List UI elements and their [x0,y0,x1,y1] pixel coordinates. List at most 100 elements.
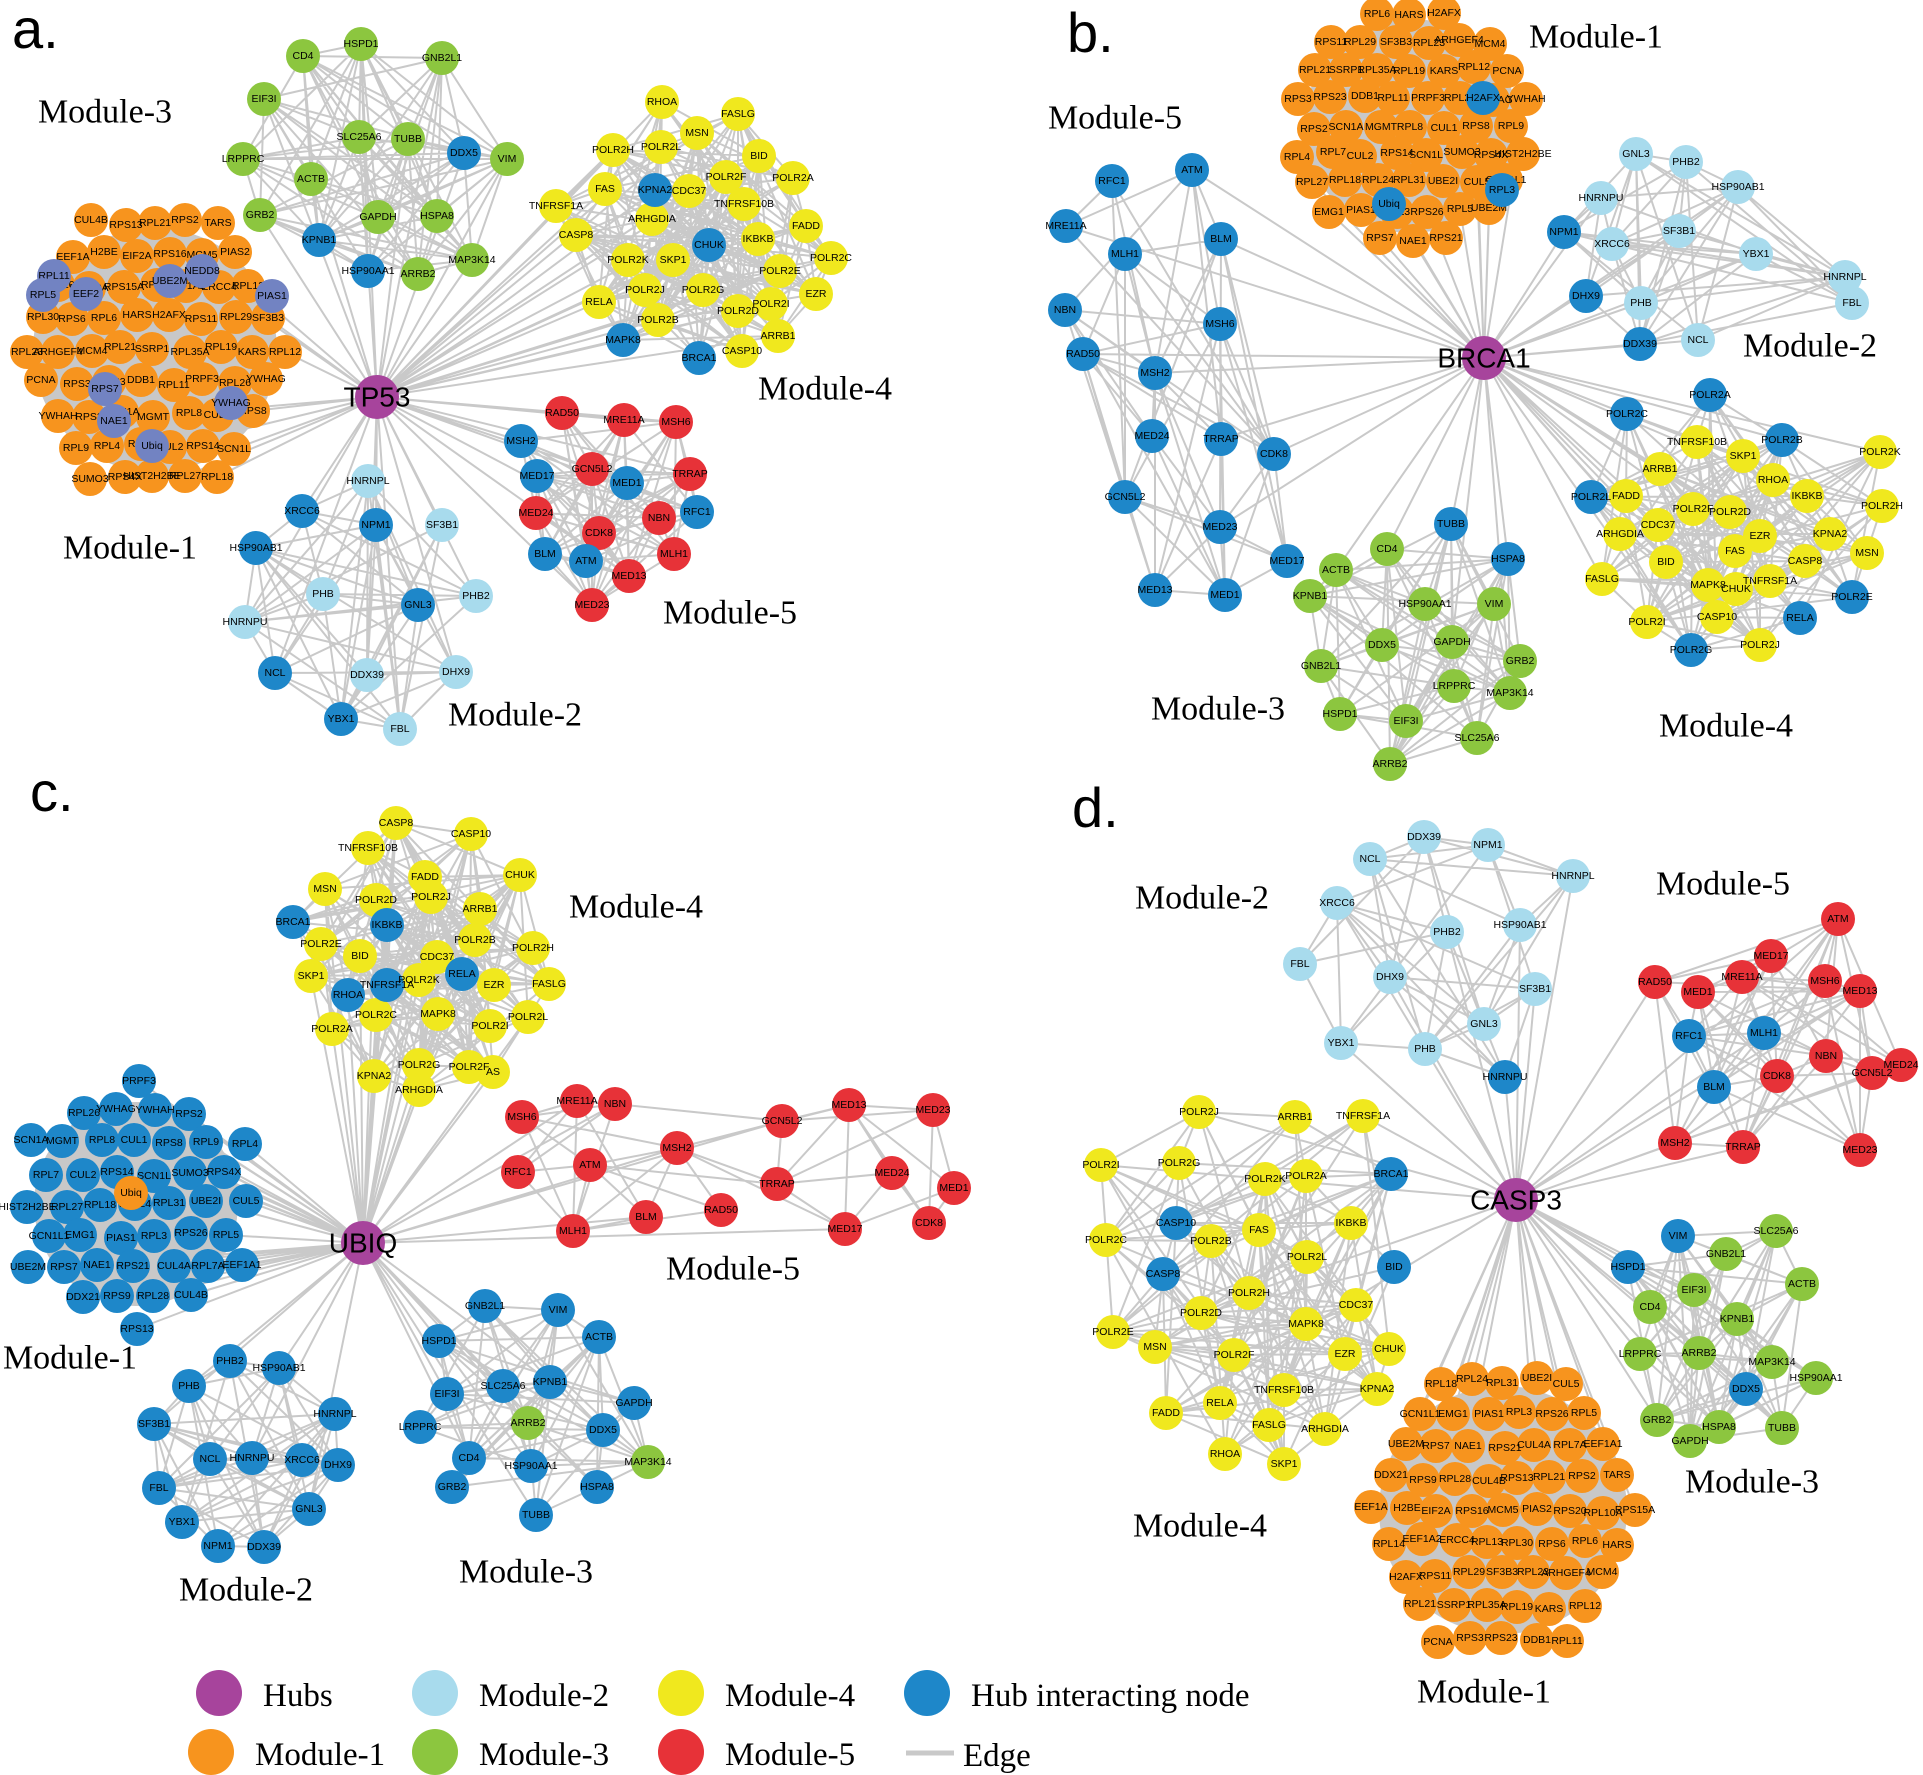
svg-text:HNRNPL: HNRNPL [346,475,389,487]
svg-text:UBE2I: UBE2I [1522,1372,1552,1384]
svg-text:POLR2G: POLR2G [398,1059,441,1071]
svg-text:GRB2: GRB2 [1643,1414,1672,1426]
svg-text:POLR2F: POLR2F [1673,503,1714,515]
svg-text:DDB1: DDB1 [1351,90,1379,102]
svg-text:SF3B1: SF3B1 [138,1418,170,1430]
svg-text:SUMO3: SUMO3 [71,473,109,485]
svg-text:EMG1: EMG1 [1314,206,1344,218]
svg-text:TUBB: TUBB [394,133,422,145]
svg-text:RPL23: RPL23 [11,346,43,358]
svg-text:RELA: RELA [1786,612,1813,624]
svg-text:DDB1: DDB1 [127,374,155,386]
svg-text:TNFRSF1A: TNFRSF1A [1336,1110,1390,1122]
svg-text:POLR2K: POLR2K [398,974,439,986]
svg-text:EMG1: EMG1 [1438,1408,1468,1420]
svg-text:RFC1: RFC1 [504,1166,532,1178]
svg-text:XRCC6: XRCC6 [284,505,320,517]
svg-text:TARS: TARS [1603,1469,1630,1481]
svg-text:CUL5: CUL5 [1553,1378,1580,1390]
svg-text:EZR: EZR [806,288,827,300]
svg-text:RPL4: RPL4 [94,440,120,452]
svg-text:Ubiq: Ubiq [141,440,163,452]
svg-text:YWHAG: YWHAG [211,397,251,409]
svg-text:KARS: KARS [1535,1603,1564,1615]
svg-text:c.: c. [30,760,74,823]
svg-text:HNRNPL: HNRNPL [313,1408,356,1420]
svg-text:MED17: MED17 [519,470,554,482]
svg-text:GCN5L2: GCN5L2 [762,1115,803,1127]
svg-text:RPL8: RPL8 [89,1134,115,1146]
svg-text:RPL28: RPL28 [1439,1473,1471,1485]
svg-text:RPL35A: RPL35A [1467,1599,1506,1611]
svg-text:RAD50: RAD50 [704,1204,738,1216]
svg-text:RPS23: RPS23 [1313,91,1346,103]
svg-text:SSRP1: SSRP1 [1437,1599,1472,1611]
svg-text:Module-5: Module-5 [666,1251,800,1288]
svg-text:MSH6: MSH6 [661,416,690,428]
svg-text:DDX39: DDX39 [350,669,384,681]
svg-text:HNRNPL: HNRNPL [1823,271,1866,283]
svg-text:CUL2: CUL2 [70,1169,97,1181]
svg-text:RPL29: RPL29 [1453,1566,1485,1578]
svg-text:DDX39: DDX39 [247,1541,281,1553]
svg-text:NPM1: NPM1 [203,1540,232,1552]
svg-text:SCN1A: SCN1A [13,1134,48,1146]
svg-text:PHB: PHB [1630,297,1652,309]
svg-text:MRE11A: MRE11A [1045,220,1086,232]
svg-text:EIF2A: EIF2A [122,250,151,262]
svg-text:POLR2A: POLR2A [311,1023,352,1035]
svg-text:VIM: VIM [1485,598,1504,610]
svg-text:FASLG: FASLG [721,108,755,120]
svg-text:GNL3: GNL3 [295,1503,323,1515]
svg-text:RPS8: RPS8 [1462,120,1490,132]
svg-text:RPL5: RPL5 [1447,203,1473,215]
svg-text:DHX9: DHX9 [324,1459,352,1471]
svg-text:RPL18: RPL18 [1329,174,1361,186]
svg-text:HARS: HARS [1394,9,1423,21]
svg-text:KPNA2: KPNA2 [638,184,673,196]
svg-text:POLR2G: POLR2G [1158,1157,1201,1169]
svg-text:ATM: ATM [1181,164,1202,176]
svg-text:GNB2L1: GNB2L1 [1706,1248,1746,1260]
svg-text:Module-2: Module-2 [479,1678,609,1714]
svg-text:POLR2J: POLR2J [1179,1106,1219,1118]
svg-text:RPS2: RPS2 [175,1108,203,1120]
svg-text:HARS: HARS [1602,1539,1631,1551]
svg-text:CUL2: CUL2 [1347,150,1374,162]
svg-text:DHX9: DHX9 [1376,971,1404,983]
svg-text:RPS3: RPS3 [63,378,91,390]
svg-text:PHB2: PHB2 [462,590,490,602]
svg-text:RPL29: RPL29 [1344,36,1376,48]
svg-text:PRPF3: PRPF3 [185,373,219,385]
svg-text:PIAS1: PIAS1 [1474,1408,1504,1420]
svg-text:YBX1: YBX1 [1743,248,1770,260]
svg-text:RPL18: RPL18 [1425,1378,1457,1390]
svg-text:RPL19: RPL19 [1393,65,1425,77]
svg-text:CUL1: CUL1 [1431,122,1458,134]
svg-text:EEF1A1: EEF1A1 [222,1259,261,1271]
svg-text:FAS: FAS [1725,545,1745,557]
svg-text:RPL7: RPL7 [33,1169,59,1181]
svg-text:VIM: VIM [549,1304,568,1316]
svg-text:CASP10: CASP10 [1697,611,1737,623]
svg-text:CHUK: CHUK [1374,1343,1404,1355]
svg-text:RPL18: RPL18 [84,1199,116,1211]
svg-text:RPS13: RPS13 [120,1323,153,1335]
svg-text:GNL3: GNL3 [1622,148,1650,160]
svg-text:EEF1A2: EEF1A2 [1402,1533,1441,1545]
svg-text:TUBB: TUBB [522,1509,550,1521]
svg-text:MGMT: MGMT [137,411,170,423]
svg-text:KPNB1: KPNB1 [1720,1313,1755,1325]
svg-text:FADD: FADD [792,220,820,232]
svg-text:GRB2: GRB2 [1506,655,1535,667]
svg-text:CASP10: CASP10 [722,345,762,357]
svg-text:H2AFX: H2AFX [1466,92,1500,104]
svg-text:RPL12: RPL12 [1569,1600,1601,1612]
svg-text:PHB2: PHB2 [1672,156,1700,168]
svg-text:d.: d. [1072,776,1119,839]
svg-text:CDK8: CDK8 [1763,1070,1791,1082]
svg-text:CASP10: CASP10 [451,828,491,840]
svg-text:NCL: NCL [264,667,285,679]
svg-text:RPS16: RPS16 [153,248,186,260]
svg-text:BRCA1: BRCA1 [1437,343,1530,374]
